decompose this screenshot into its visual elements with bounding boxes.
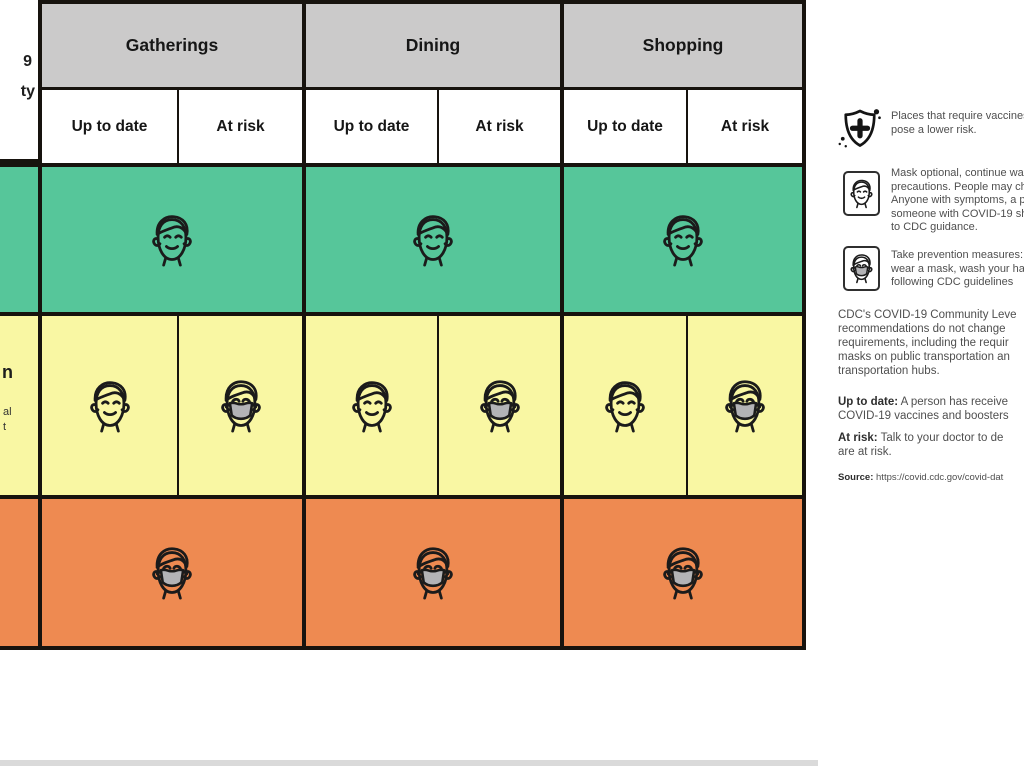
paragraph-line: CDC's COVID-19 Community Leve — [838, 309, 1017, 321]
definition-text: A person has receive — [900, 396, 1009, 408]
paragraph-line: are at risk. — [838, 446, 892, 458]
paragraph-line: At risk: Talk to your doctor to de — [838, 431, 1003, 445]
face-mask-icon — [657, 544, 709, 602]
paragraph-line: masks on public transportation an — [838, 351, 1010, 363]
green-row-shopping-cell — [564, 167, 802, 312]
definition-text: Talk to your doctor to de — [880, 432, 1004, 444]
at-risk-label: At risk — [216, 117, 265, 135]
yellow-row-gatherings-at-risk — [179, 316, 302, 495]
left-column-green-cell — [0, 167, 38, 312]
legend-line: wear a mask, wash your hand — [891, 262, 1024, 275]
guidelines-table: 9 ty n al t Gatherings Dining Shopping U… — [0, 0, 806, 650]
face-mask-icon — [146, 544, 198, 602]
paragraph-line: Up to date: A person has receive — [838, 395, 1009, 409]
left-column-yellow-cell: n al t — [0, 316, 38, 495]
legend-line: to CDC guidance. — [891, 221, 978, 233]
legend-line: precautions. People may cho — [891, 180, 1024, 193]
left-column-header-cell: 9 ty — [0, 0, 38, 159]
up-to-date-label: Up to date — [587, 117, 663, 135]
gatherings-label: Gatherings — [125, 35, 219, 55]
orange-row-shopping-cell — [564, 499, 802, 646]
face-no-mask-icon — [407, 211, 459, 269]
legend-line: pose a lower risk. — [891, 123, 977, 136]
legend-item-prevention-text: Take prevention measures: wear a mask, w… — [891, 249, 1024, 290]
subheader-dining-up-to-date: Up to date — [306, 90, 437, 163]
green-row-gatherings-cell — [42, 167, 302, 312]
orange-row-gatherings-cell — [42, 499, 302, 646]
legend-line: Mask optional, continue wash — [891, 167, 1024, 179]
subheader-shopping-up-to-date: Up to date — [564, 90, 686, 163]
face-mask-icon — [407, 544, 459, 602]
up-to-date-label: Up to date — [333, 117, 410, 135]
legend-line: Anyone with symptoms, a po — [891, 194, 1024, 206]
legend-line: someone with COVID-19 sho — [891, 207, 1024, 220]
face-mask-icon — [843, 246, 880, 291]
shield-plus-icon — [836, 103, 884, 155]
at-risk-term: At risk: — [838, 432, 878, 444]
left-header-fragment-top: 9 — [23, 53, 32, 70]
green-row-dining-cell — [306, 167, 560, 312]
legend-item-mask-optional-text: Mask optional, continue wash precautions… — [891, 167, 1024, 235]
face-no-mask-icon — [599, 377, 651, 435]
left-yellow-fragment-3: t — [3, 421, 7, 433]
legend-line: following CDC guidelines — [891, 276, 1014, 288]
orange-row-dining-cell — [306, 499, 560, 646]
at-risk-label: At risk — [475, 117, 524, 135]
face-mask-icon — [719, 377, 771, 435]
paragraph-line: recommendations do not change — [838, 323, 1006, 335]
column-header-dining: Dining — [306, 4, 560, 87]
up-to-date-definition: Up to date: A person has receive COVID-1… — [838, 395, 1009, 423]
face-no-mask-icon — [346, 377, 398, 435]
subheader-gatherings-up-to-date: Up to date — [42, 90, 177, 163]
face-no-mask-icon — [84, 377, 136, 435]
at-risk-label: At risk — [720, 117, 770, 135]
face-mask-icon — [474, 377, 526, 435]
subheader-gatherings-at-risk: At risk — [179, 90, 302, 163]
up-to-date-label: Up to date — [71, 117, 148, 135]
legend-line: Take prevention measures: — [891, 249, 1024, 261]
yellow-row-dining-at-risk — [439, 316, 560, 495]
shopping-label: Shopping — [642, 35, 724, 55]
legend-line: Places that require vaccines a — [891, 110, 1024, 122]
yellow-row-shopping-at-risk — [688, 316, 802, 495]
subheader-dining-at-risk: At risk — [439, 90, 560, 163]
left-header-fragment-bottom: ty — [20, 83, 35, 100]
source-url: https://covid.cdc.gov/covid-dat — [876, 472, 1004, 483]
source-term: Source: — [838, 472, 874, 483]
yellow-row-shopping-up-to-date — [564, 316, 686, 495]
yellow-row-gatherings-up-to-date — [42, 316, 177, 495]
paragraph-line: transportation hubs. — [838, 365, 940, 377]
left-yellow-fragment-2: al — [3, 406, 12, 418]
at-risk-definition: At risk: Talk to your doctor to de are a… — [838, 431, 1003, 459]
face-no-mask-icon — [146, 211, 198, 269]
dining-label: Dining — [405, 35, 461, 55]
page-edge-strip — [0, 760, 818, 766]
column-header-shopping: Shopping — [564, 4, 802, 87]
source-line: Source: https://covid.cdc.gov/covid-dat — [838, 472, 1003, 483]
legend-item-vaccine-text: Places that require vaccines a pose a lo… — [891, 110, 1024, 137]
up-to-date-term: Up to date: — [838, 396, 899, 408]
face-no-mask-icon — [843, 171, 880, 216]
left-column-orange-cell — [0, 499, 38, 646]
cdc-community-levels-paragraph: CDC's COVID-19 Community Leve recommenda… — [838, 308, 1017, 378]
face-mask-icon — [215, 377, 267, 435]
face-no-mask-icon — [657, 211, 709, 269]
left-yellow-fragment-1: n — [2, 362, 13, 382]
paragraph-line: requirements, including the requir — [838, 337, 1009, 349]
subheader-shopping-at-risk: At risk — [688, 90, 802, 163]
yellow-row-dining-up-to-date — [306, 316, 437, 495]
paragraph-line: COVID-19 vaccines and boosters — [838, 410, 1009, 422]
column-header-gatherings: Gatherings — [42, 4, 302, 87]
